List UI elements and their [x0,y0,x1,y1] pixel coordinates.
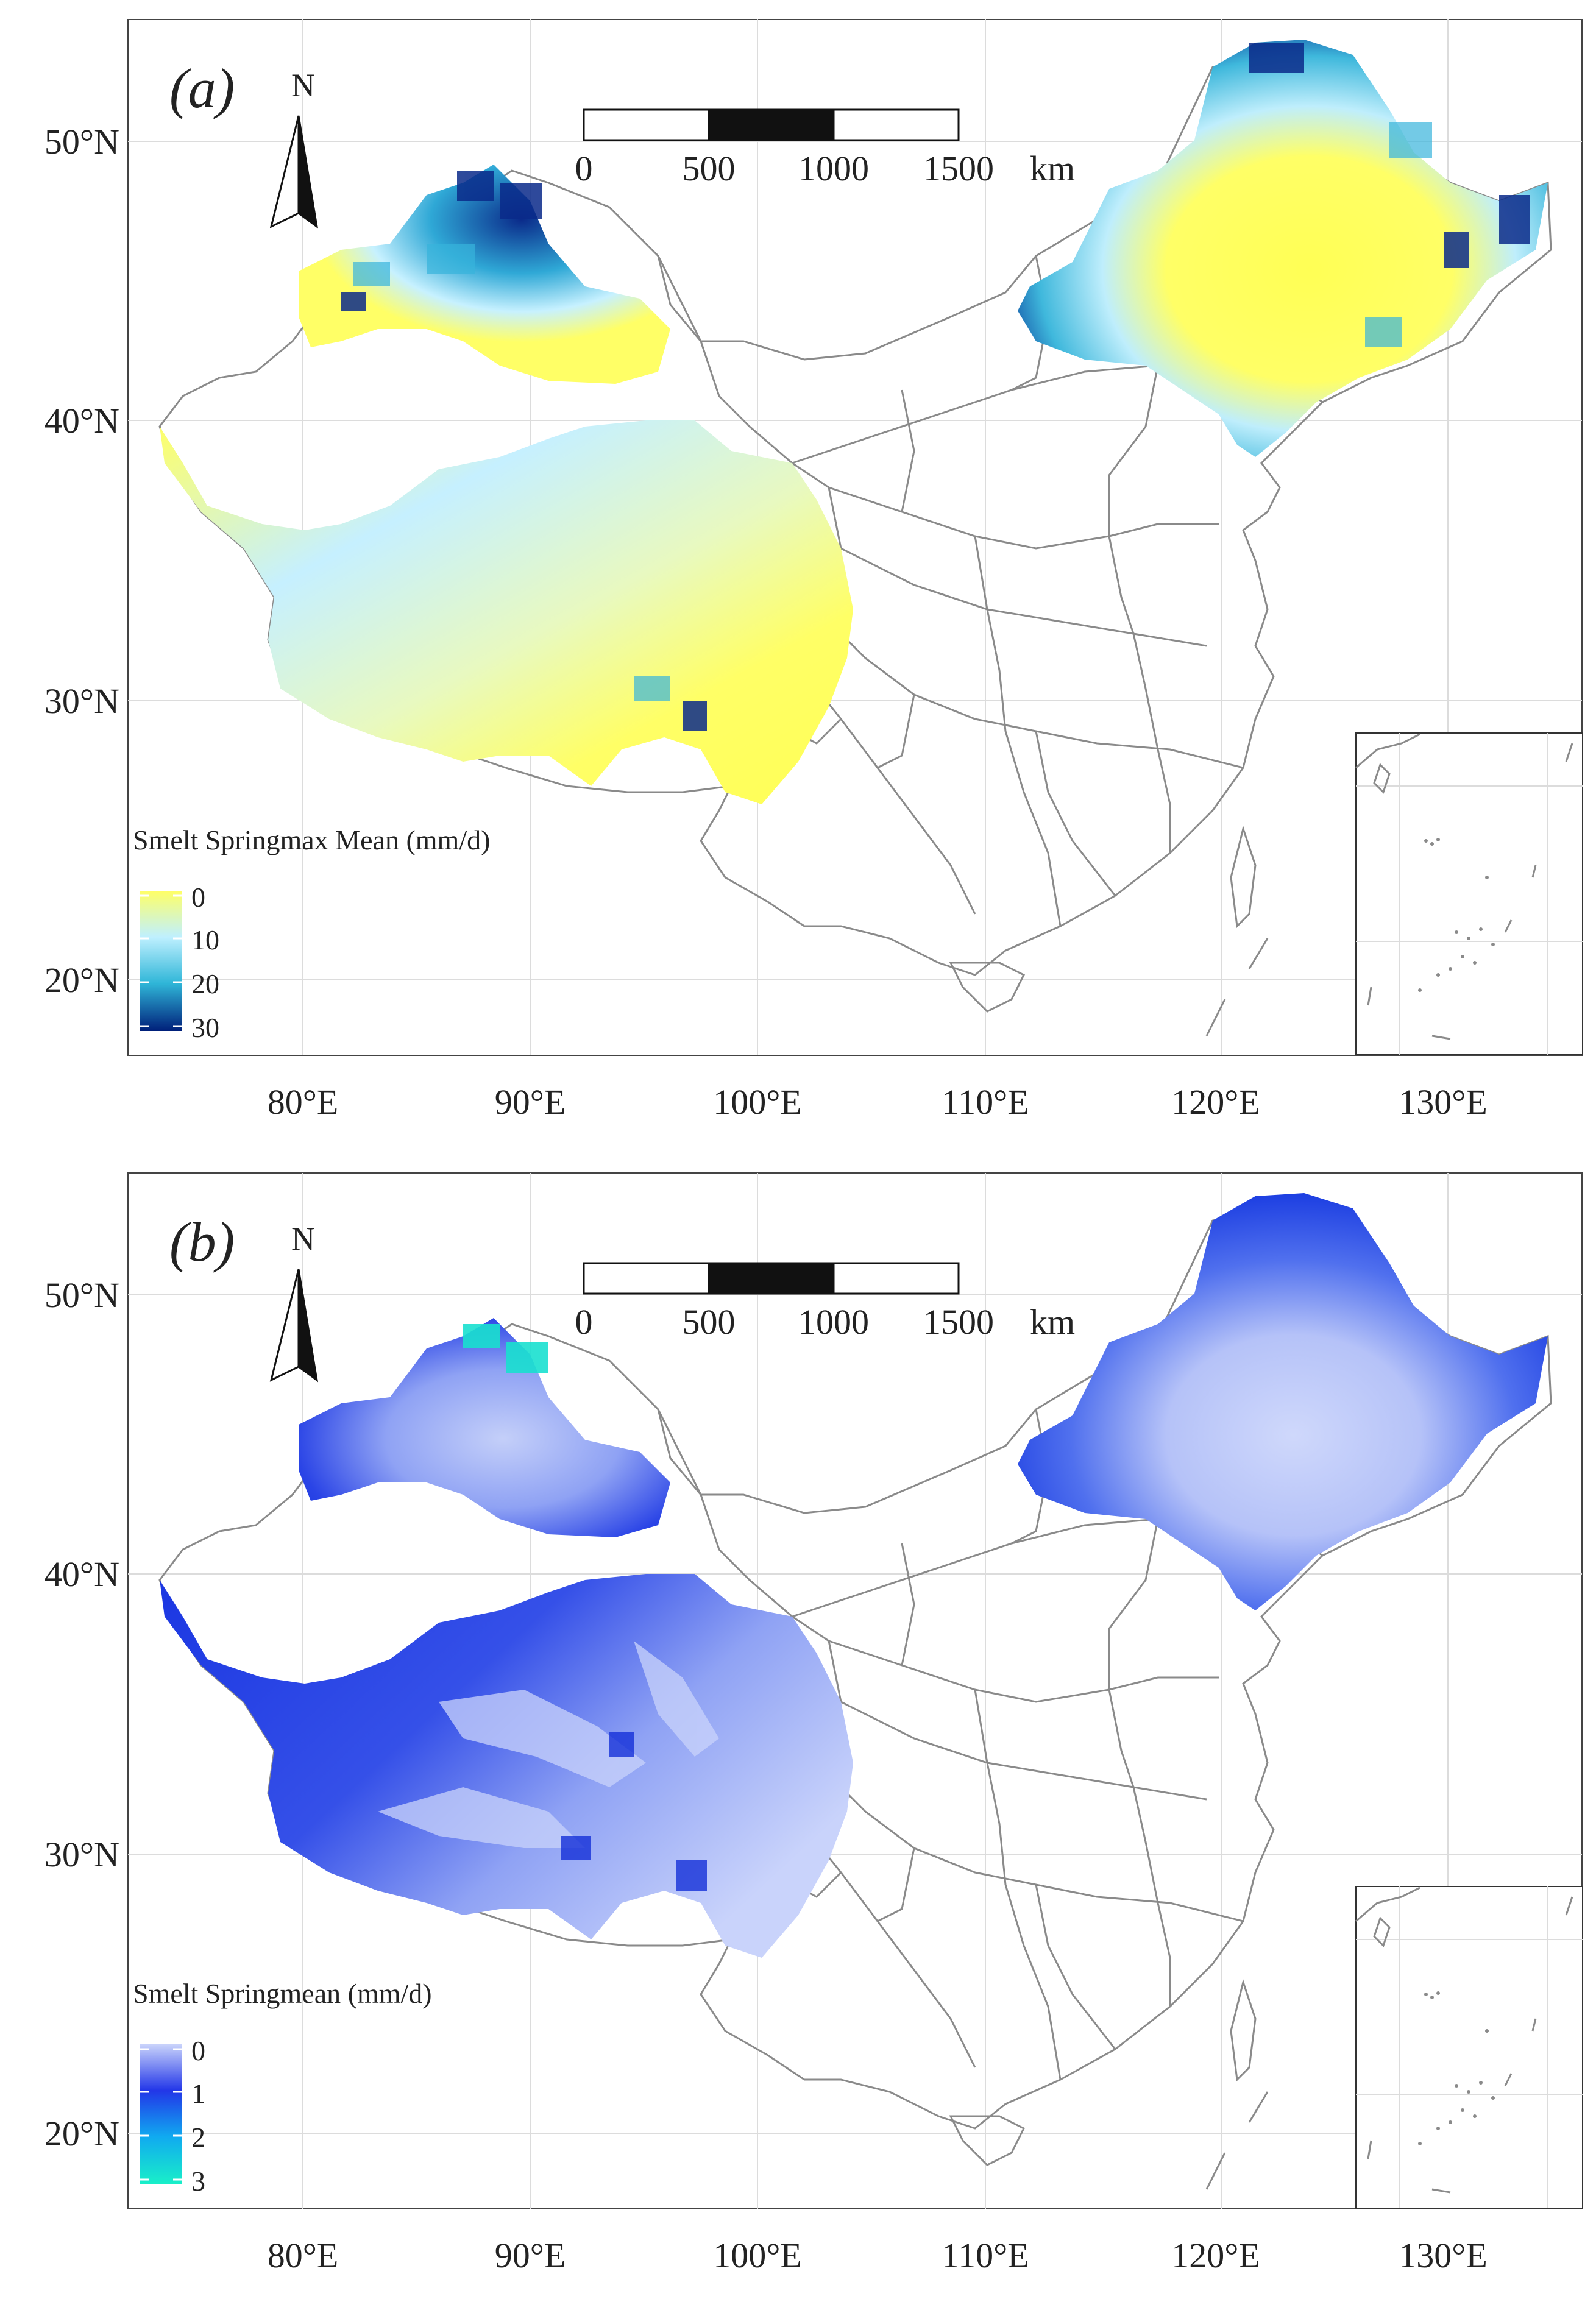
lon-label: 130°E [1399,2236,1488,2275]
scale-tick: 500 [683,149,736,188]
legend-break: 0 [191,882,205,913]
lon-label: 100°E [713,2236,802,2275]
scale-tick: 1500 [923,1302,994,1342]
north-arrow-label-b: N [291,1220,315,1257]
map-panel-b: N 0 500 1000 1500 km (b) Smelt Springmea… [0,1153,1596,2299]
region-xinjiang-b [299,1318,670,1537]
map-canvas-b: N 0 500 1000 1500 km (b) Smelt Springmea… [44,1172,1583,2275]
legend-break: 3 [191,2166,205,2197]
axis-labels-b: 50°N 40°N 30°N 20°N 80°E 90°E 100°E 110°… [44,1275,1488,2275]
map-canvas-a: N 0 500 1000 1500 km (a) Smelt Springmax… [44,19,1583,1122]
region-northeast-a [1018,40,1548,457]
lon-label: 90°E [495,2236,566,2275]
lon-label: 110°E [942,2236,1029,2275]
lat-label: 40°N [44,1554,119,1594]
scale-unit: km [1030,149,1075,188]
legend-break: 10 [191,924,219,955]
legend-a: Smelt Springmax Mean (mm/d) 0 10 20 30 [133,824,490,1043]
north-arrow-b: N [269,1220,319,1383]
region-tibet-a [160,420,853,804]
lon-label: 130°E [1399,1082,1488,1122]
axis-labels-a: 50°N 40°N 30°N 20°N 80°E 90°E 100°E 110°… [44,122,1488,1122]
lon-label: 110°E [942,1082,1029,1122]
lon-label: 80°E [268,1082,339,1122]
legend-break: 20 [191,968,219,999]
lat-label: 30°N [44,1835,119,1874]
legend-break: 30 [191,1012,219,1043]
map-panel-a: N 0 500 1000 1500 km (a) Smelt Springmax… [0,0,1596,1146]
snowmelt-field-a [160,40,1548,804]
snowmelt-field-b [160,1193,1548,1958]
north-arrow-label-a: N [291,67,315,104]
panel-label-b: (b) [169,1211,235,1273]
legend-title-a: Smelt Springmax Mean (mm/d) [133,824,490,855]
legend-colorbar-a [140,891,182,1031]
scale-tick: 500 [683,1302,736,1342]
south-china-sea-inset-b [1355,1886,1583,2209]
region-northeast-b [1018,1193,1548,1610]
lon-label: 90°E [495,1082,566,1122]
scale-unit: km [1030,1302,1075,1342]
legend-break: 1 [191,2078,205,2109]
scale-bar-b: 0 500 1000 1500 km [575,1262,1075,1342]
lon-label: 120°E [1171,1082,1260,1122]
lat-label: 20°N [44,2114,119,2153]
legend-colorbar-b [140,2044,182,2184]
scale-tick: 1500 [923,149,994,188]
lat-label: 50°N [44,1275,119,1315]
scale-tick: 1000 [798,1302,869,1342]
scale-tick: 0 [575,149,593,188]
lat-label: 50°N [44,122,119,161]
scale-tick: 0 [575,1302,593,1342]
lat-label: 40°N [44,401,119,441]
scale-bar-a: 0 500 1000 1500 km [575,108,1075,188]
lat-label: 20°N [44,960,119,1000]
south-china-sea-inset-a [1355,732,1583,1055]
panel-label-a: (a) [169,57,235,119]
lon-label: 120°E [1171,2236,1260,2275]
legend-title-b: Smelt Springmean (mm/d) [133,1978,432,2009]
lon-label: 100°E [713,1082,802,1122]
north-arrow-a: N [269,67,319,229]
lon-label: 80°E [268,2236,339,2275]
scale-tick: 1000 [798,149,869,188]
legend-b: Smelt Springmean (mm/d) 0 1 2 3 [133,1978,432,2197]
legend-break: 2 [191,2122,205,2153]
lat-label: 30°N [44,681,119,721]
legend-break: 0 [191,2035,205,2066]
region-xinjiang-a [299,165,670,384]
